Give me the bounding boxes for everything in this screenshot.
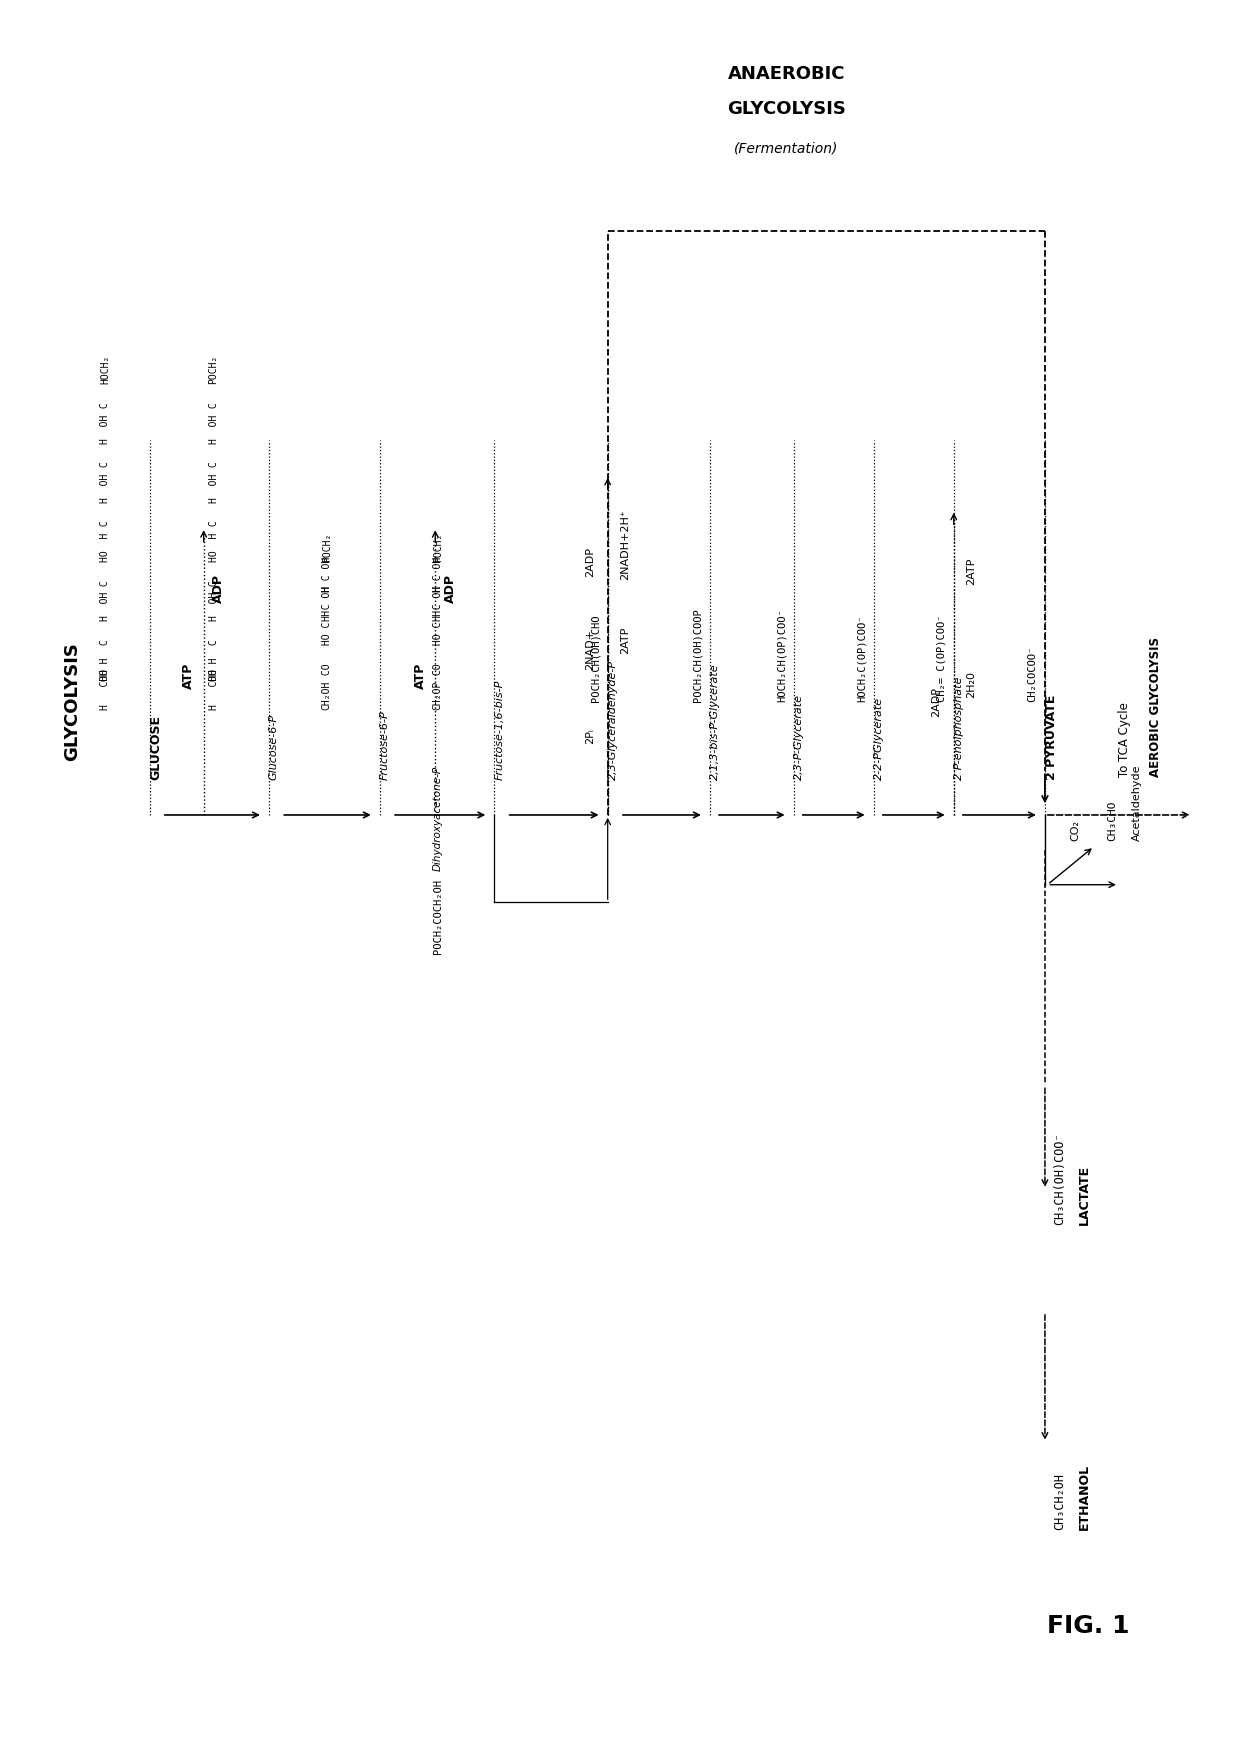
Text: H  OH: H OH: [208, 592, 218, 622]
Text: C: C: [208, 639, 218, 652]
Text: ADP: ADP: [444, 575, 456, 603]
Text: GLYCOLYSIS: GLYCOLYSIS: [63, 643, 81, 760]
Text: CH₃CHO: CH₃CHO: [1107, 801, 1117, 841]
Text: H  OH: H OH: [100, 413, 110, 443]
Text: 2ATP: 2ATP: [620, 627, 630, 653]
Text: POCH₂COCH₂OH: POCH₂COCH₂OH: [433, 880, 443, 955]
Text: OH H: OH H: [100, 657, 110, 682]
Text: C: C: [100, 520, 110, 533]
Text: CH₂= C(OP)COO⁻: CH₂= C(OP)COO⁻: [936, 615, 946, 701]
Text: 2ADP: 2ADP: [585, 547, 595, 576]
Text: 2Pᵢ: 2Pᵢ: [585, 729, 595, 745]
Text: POCH₂CH(OH)COOP: POCH₂CH(OH)COOP: [693, 608, 703, 701]
Text: Acetaldehyde: Acetaldehyde: [1132, 764, 1142, 841]
Text: CO: CO: [322, 662, 332, 682]
Text: H  OH: H OH: [100, 592, 110, 622]
Text: Fructose-6-P: Fructose-6-P: [379, 710, 389, 780]
Text: CH₂OP: CH₂OP: [433, 682, 443, 710]
Text: H   CHO: H CHO: [100, 669, 110, 710]
Text: AEROBIC GLYCOLYSIS: AEROBIC GLYCOLYSIS: [1149, 636, 1162, 776]
Text: CO: CO: [433, 662, 443, 682]
Text: CH₂COCOO⁻: CH₂COCOO⁻: [1028, 645, 1038, 701]
Text: HO C H: HO C H: [433, 610, 443, 652]
Text: HO  H: HO H: [208, 533, 218, 562]
Text: H C OH: H C OH: [322, 557, 332, 592]
Text: 2 PYRUVATE: 2 PYRUVATE: [1045, 696, 1058, 780]
Text: 2ATP: 2ATP: [966, 557, 976, 585]
Text: Dihydroxyacetone-P: Dihydroxyacetone-P: [433, 766, 443, 871]
Text: OH H: OH H: [208, 657, 218, 682]
Text: ATP: ATP: [182, 662, 196, 689]
Text: Fructose-1,6-bis-P: Fructose-1,6-bis-P: [495, 680, 505, 780]
Text: (Fermentation): (Fermentation): [734, 142, 838, 156]
Text: C: C: [100, 461, 110, 473]
Text: H C OH: H C OH: [433, 557, 443, 592]
Text: 2H₂0: 2H₂0: [966, 671, 976, 697]
Text: 2,3-P-Glycerate: 2,3-P-Glycerate: [794, 694, 804, 780]
Text: C: C: [100, 403, 110, 413]
Text: HO C H: HO C H: [322, 610, 332, 652]
Text: H   CHO: H CHO: [208, 669, 218, 710]
Text: 2ADP: 2ADP: [931, 687, 941, 717]
Text: ADP: ADP: [212, 575, 224, 603]
Text: 2 P-enolphosphate: 2 P-enolphosphate: [954, 676, 963, 780]
Text: Glucose-6-P: Glucose-6-P: [269, 715, 279, 780]
Text: C: C: [208, 403, 218, 413]
Text: C: C: [100, 580, 110, 592]
Text: CH₃CH(OH)COO⁻: CH₃CH(OH)COO⁻: [1053, 1132, 1066, 1225]
Text: 2NADH+2H⁺: 2NADH+2H⁺: [620, 510, 630, 580]
Text: CH₂OH: CH₂OH: [322, 682, 332, 710]
Text: GLYCOLYSIS: GLYCOLYSIS: [727, 100, 846, 117]
Text: ETHANOL: ETHANOL: [1078, 1463, 1091, 1529]
Text: C: C: [100, 639, 110, 652]
Text: H  OH: H OH: [208, 473, 218, 503]
Text: C: C: [208, 580, 218, 592]
Text: H  OH: H OH: [208, 413, 218, 443]
Text: H  OH: H OH: [100, 473, 110, 503]
Text: 2-2-PGlycerate: 2-2-PGlycerate: [874, 697, 884, 780]
Text: GLUCOSE: GLUCOSE: [150, 715, 162, 780]
Text: POCH₂: POCH₂: [433, 533, 443, 562]
Text: HOCH₂CH(OP)COO⁻: HOCH₂CH(OP)COO⁻: [776, 608, 786, 701]
Text: HO  H: HO H: [100, 533, 110, 562]
Text: POCH₂CH(OH)CHO: POCH₂CH(OH)CHO: [590, 615, 600, 701]
Text: 2NAD+: 2NAD+: [585, 629, 595, 669]
Text: H C OH: H C OH: [433, 587, 443, 622]
Text: FIG. 1: FIG. 1: [1047, 1614, 1130, 1638]
Text: CH₃CH₂OH: CH₃CH₂OH: [1053, 1473, 1066, 1529]
Text: HOCH₂: HOCH₂: [100, 356, 110, 384]
Text: CO₂: CO₂: [1070, 820, 1081, 841]
Text: To TCA Cycle: To TCA Cycle: [1118, 703, 1131, 776]
Text: C: C: [208, 461, 218, 473]
Text: HOCH₂C(OP)COO⁻: HOCH₂C(OP)COO⁻: [857, 615, 867, 701]
Text: 2,1,3-bis-P-Glycerate: 2,1,3-bis-P-Glycerate: [711, 664, 720, 780]
Text: ANAEROBIC: ANAEROBIC: [728, 65, 844, 82]
Text: ATP: ATP: [414, 662, 427, 689]
Text: LACTATE: LACTATE: [1078, 1165, 1091, 1225]
Text: H C OH: H C OH: [322, 587, 332, 622]
Text: POCH₂: POCH₂: [322, 533, 332, 562]
Text: 2,3-Glyceraldehyde-P: 2,3-Glyceraldehyde-P: [608, 661, 618, 780]
Text: C: C: [208, 520, 218, 533]
Text: POCH₂: POCH₂: [208, 356, 218, 384]
